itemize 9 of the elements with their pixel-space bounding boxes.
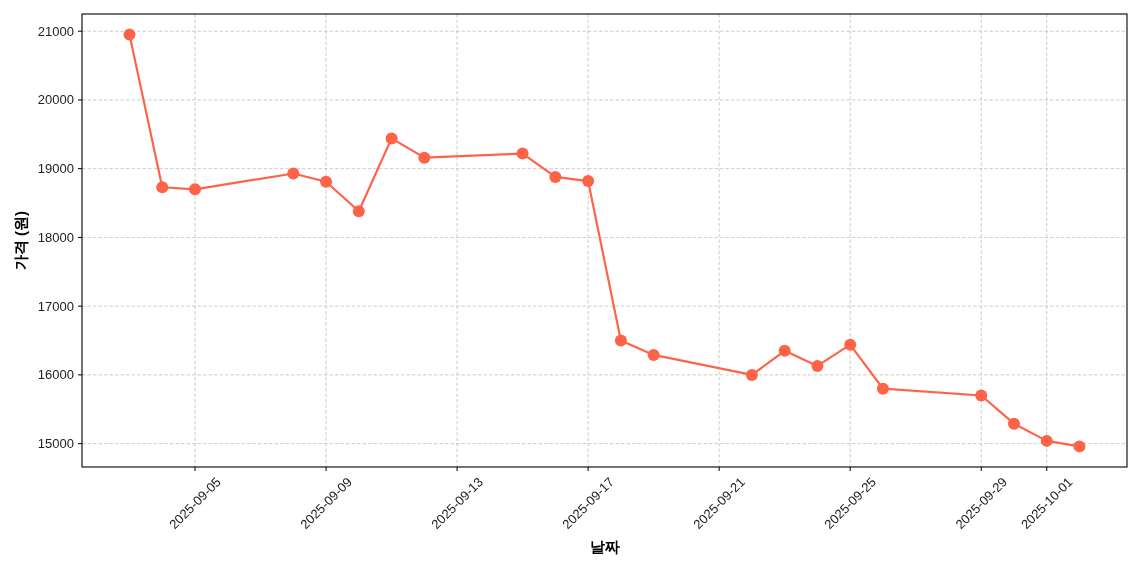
y-tick-label: 17000 (37, 298, 74, 314)
y-tick-label: 16000 (37, 367, 74, 383)
y-tick-label: 18000 (37, 229, 74, 245)
y-axis-title: 가격 (원) (11, 210, 29, 271)
y-tick-label: 19000 (37, 161, 74, 177)
x-axis-title: 날짜 (589, 537, 620, 555)
y-tick-label: 15000 (37, 436, 74, 452)
y-tick-label: 20000 (37, 92, 74, 108)
y-tick-label: 21000 (37, 23, 74, 39)
